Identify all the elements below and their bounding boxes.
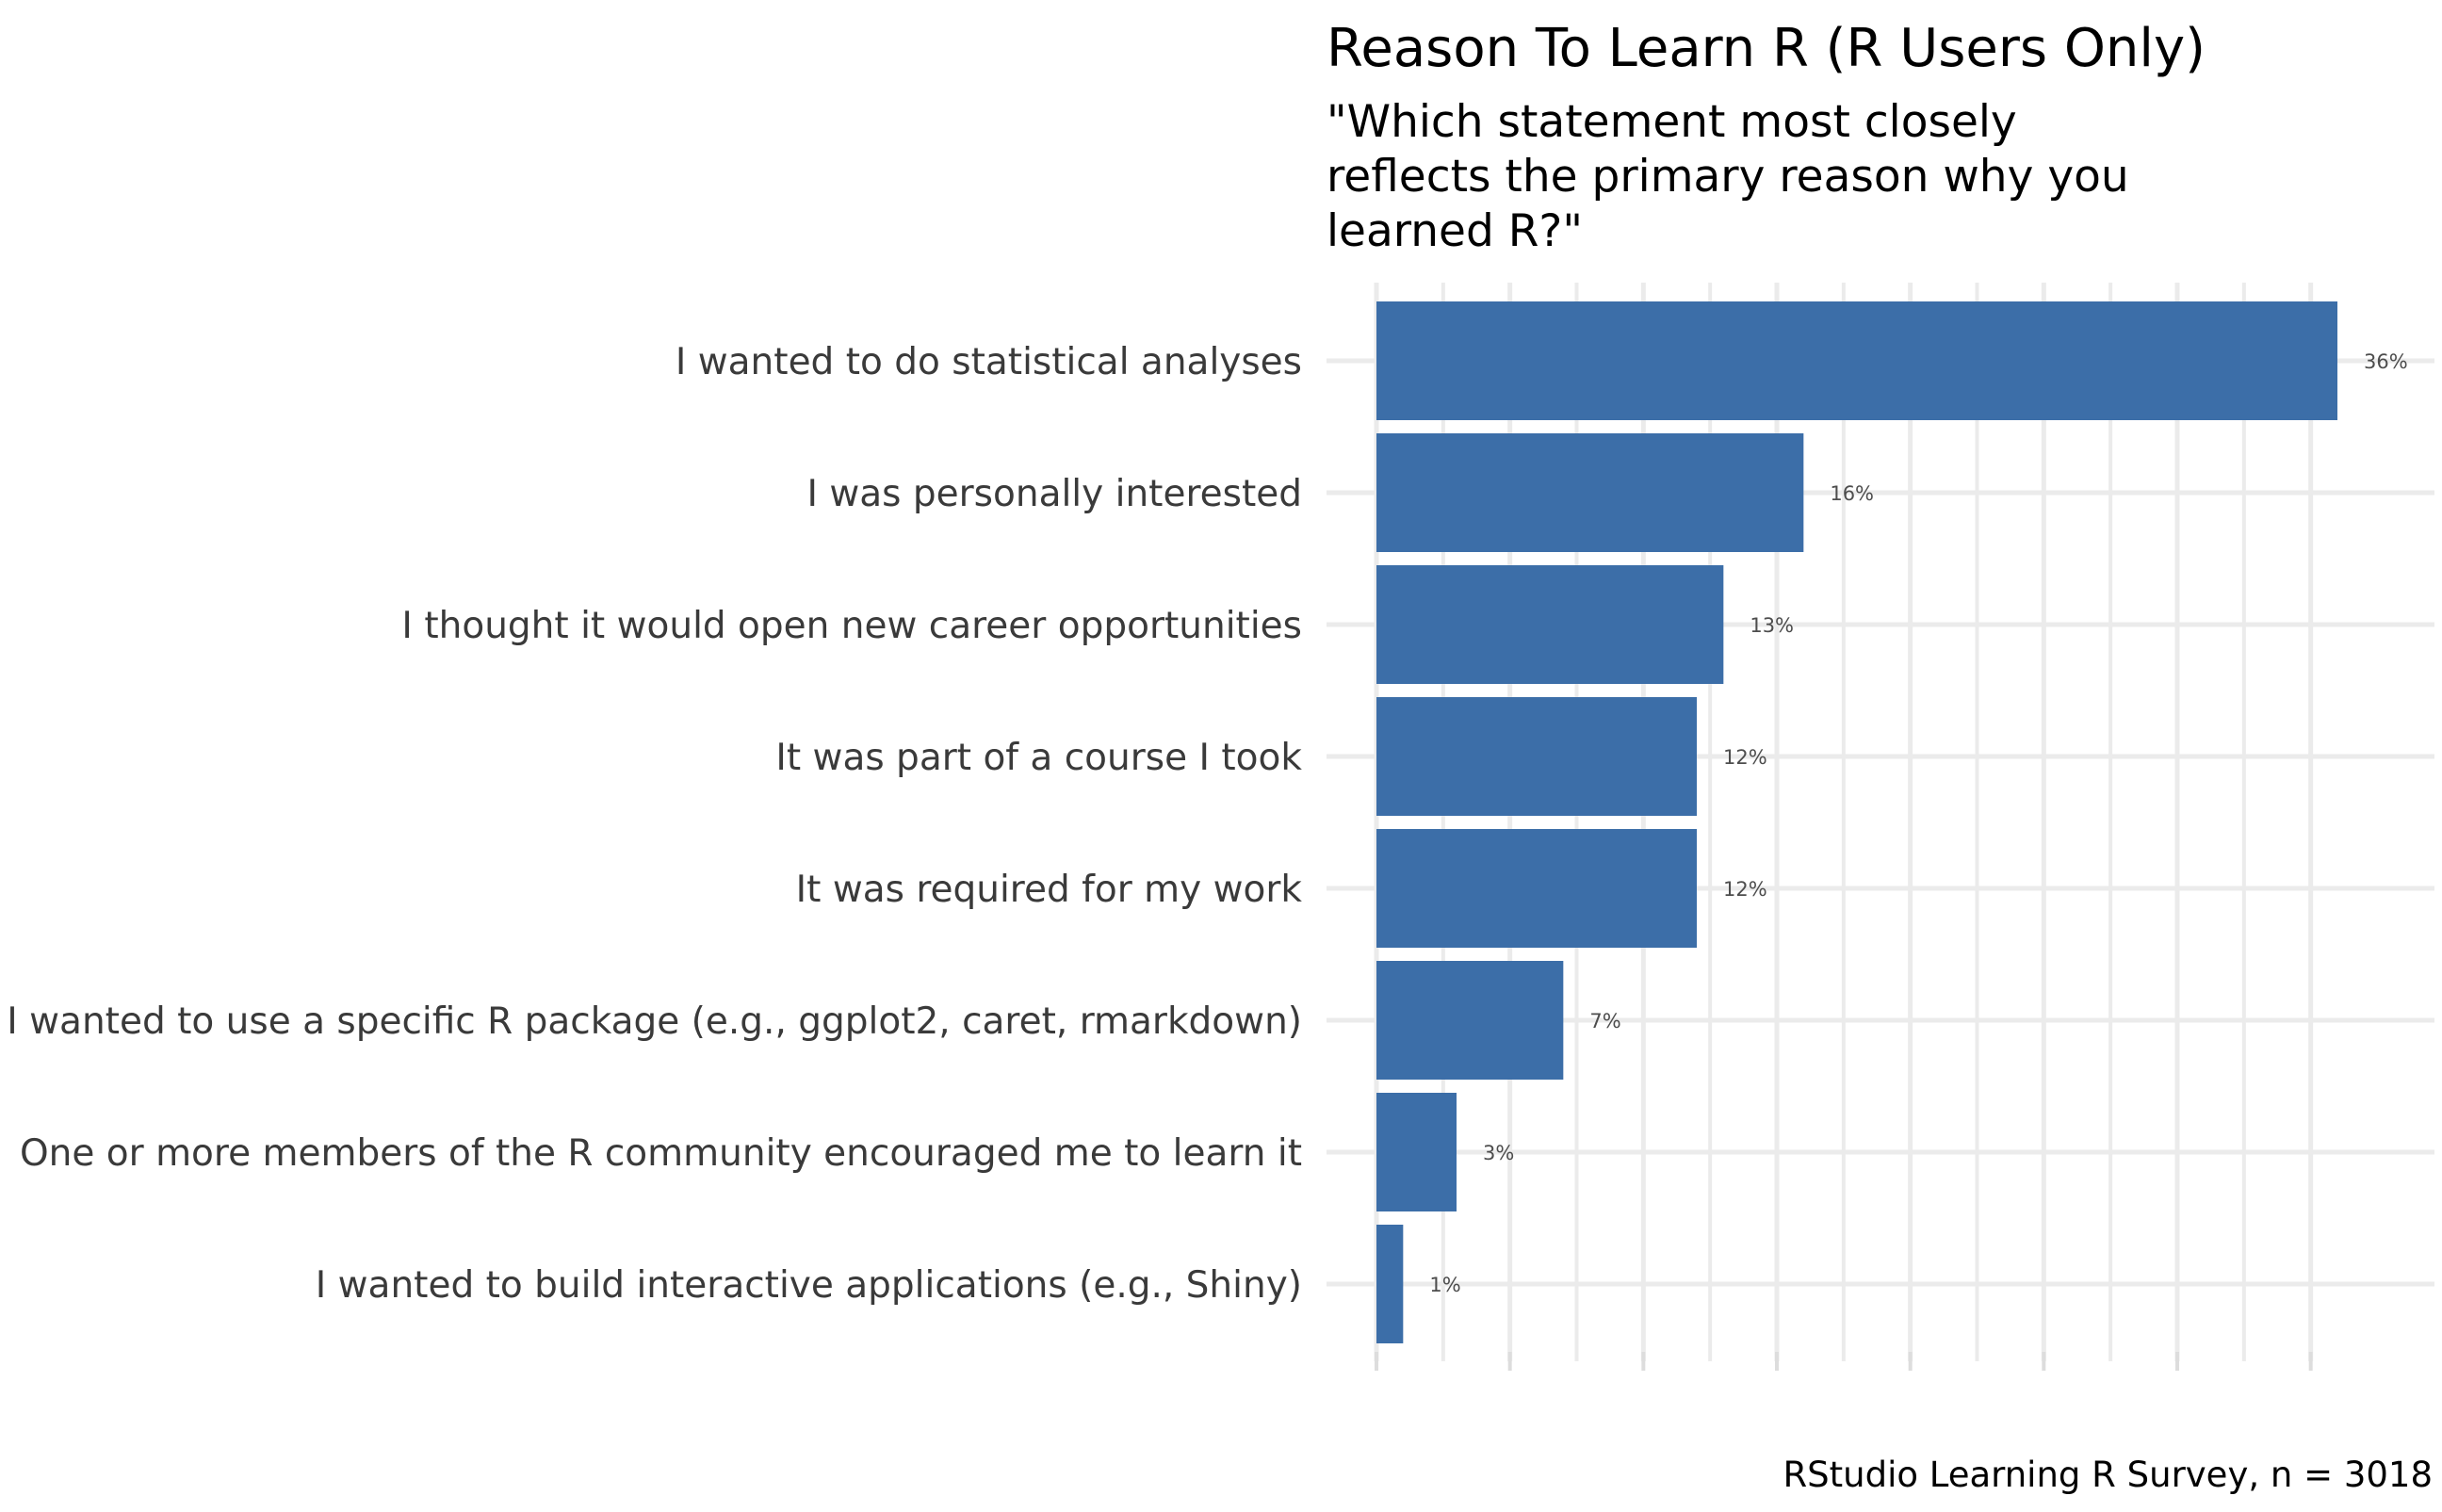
chart-caption: RStudio Learning R Survey, n = 3018 <box>1783 1455 2433 1495</box>
chart-subtitle-line-3: learned R?" <box>1327 205 1583 257</box>
bar <box>1376 433 1804 552</box>
bar <box>1376 697 1697 816</box>
category-label: One or more members of the R community e… <box>20 1132 1302 1175</box>
category-label: I wanted to build interactive applicatio… <box>316 1264 1302 1307</box>
bar <box>1376 829 1697 948</box>
category-label: I thought it would open new career oppor… <box>401 605 1302 647</box>
value-labels: 36% 16% 13% 12% 12% 7% 3% 1% <box>1429 350 2407 1296</box>
bars <box>1376 301 2337 1343</box>
category-labels: I wanted to do statistical analyses I was… <box>7 341 1302 1307</box>
bar-value-label: 1% <box>1429 1274 1460 1296</box>
category-label: I wanted to do statistical analyses <box>676 341 1302 383</box>
bar-value-label: 12% <box>1723 746 1767 769</box>
bar-value-label: 36% <box>2364 350 2408 373</box>
bar <box>1376 1225 1404 1343</box>
bar-value-label: 16% <box>1830 482 1874 505</box>
bar <box>1376 1093 1457 1211</box>
bar-value-label: 7% <box>1589 1010 1620 1032</box>
chart-title: Reason To Learn R (R Users Only) <box>1327 18 2206 79</box>
bar <box>1376 301 2337 420</box>
bar-value-label: 13% <box>1750 614 1794 637</box>
chart-subtitle-line-1: "Which statement most closely <box>1327 96 2017 148</box>
bar-value-label: 12% <box>1723 878 1767 901</box>
category-label: It was part of a course I took <box>775 737 1302 779</box>
chart-subtitle-line-2: reflects the primary reason why you <box>1327 151 2129 203</box>
bar <box>1376 565 1724 684</box>
bar <box>1376 961 1564 1080</box>
bar-value-label: 3% <box>1483 1142 1514 1164</box>
category-label: It was required for my work <box>796 869 1303 911</box>
category-label: I wanted to use a specific R package (e.… <box>7 1000 1302 1043</box>
category-label: I was personally interested <box>806 473 1302 515</box>
